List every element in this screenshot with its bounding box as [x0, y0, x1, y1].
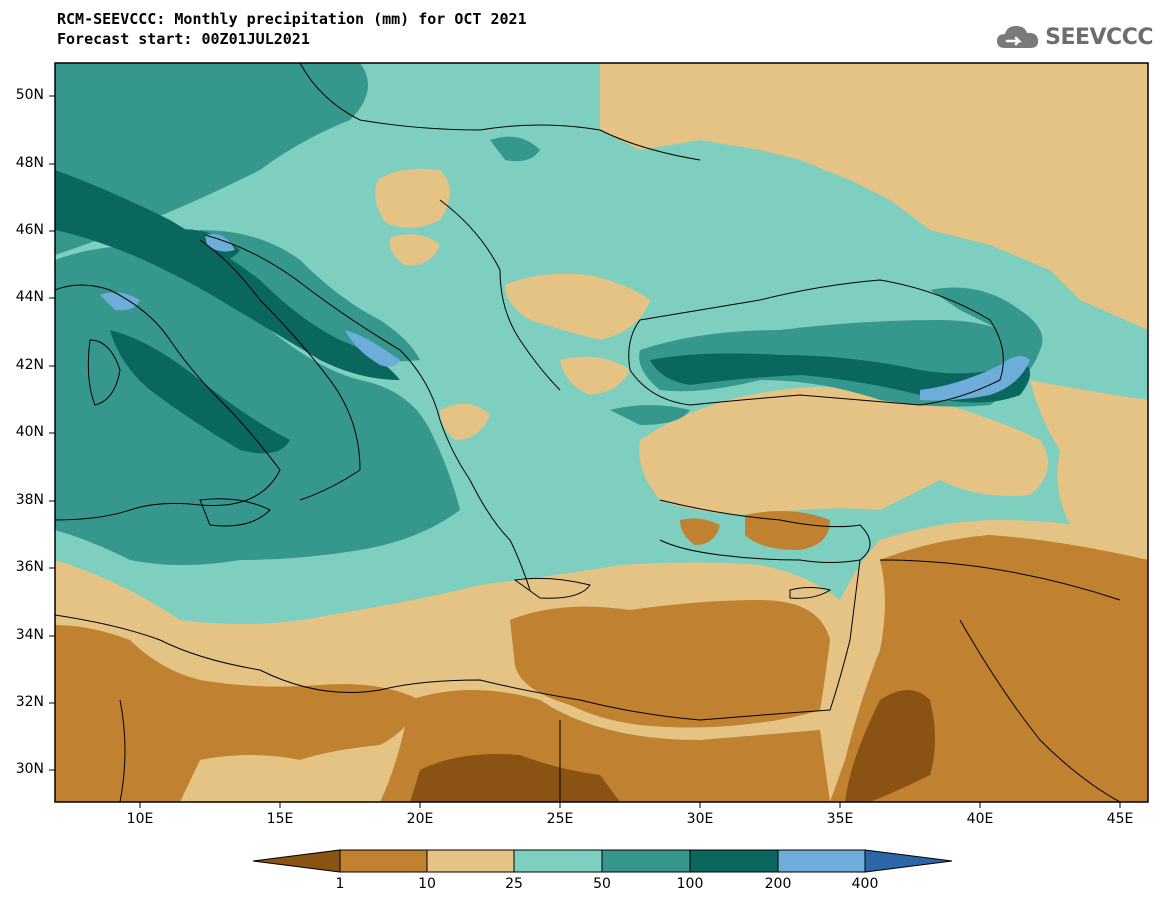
colorbar [252, 849, 953, 873]
field-200-400 [100, 292, 140, 311]
colorbar-label: 1 [335, 876, 345, 892]
colorbar-label: 10 [418, 876, 436, 892]
field-10-25 [375, 168, 450, 229]
field-100-200 [55, 170, 400, 380]
crete [513, 577, 591, 599]
field-50-100 [610, 405, 690, 425]
coastlines [55, 63, 1121, 802]
field-below-1 [410, 754, 620, 802]
field-10-25 [560, 356, 630, 395]
lon-label: 45E [1106, 811, 1134, 827]
lon-label: 10E [126, 811, 154, 827]
field-1-10 [510, 600, 830, 728]
colorbar-label: 100 [676, 876, 704, 892]
lat-label: 36N [15, 559, 44, 575]
north-africa-coast [55, 559, 861, 721]
lon-label: 40E [966, 811, 994, 827]
arabia-border [959, 619, 1121, 802]
colorbar-segment-above-400 [864, 849, 953, 873]
field-10-25 [505, 273, 650, 340]
lat-label: 34N [15, 627, 44, 643]
field-10-25 [389, 234, 440, 266]
axis-ticks [49, 95, 1121, 808]
colorbar-segment-100-200 [689, 849, 779, 873]
forecast-start-label: Forecast start: 00Z01JUL2021 [57, 30, 310, 48]
colorbar-label: 200 [764, 876, 792, 892]
italy-east-coast [199, 239, 361, 501]
lat-label: 48N [15, 155, 44, 171]
colorbar-segment-1-10 [339, 849, 428, 873]
lat-label: 46N [15, 222, 44, 238]
field-1-10 [745, 511, 830, 550]
field-10-25 [1030, 380, 1148, 560]
cyprus [789, 587, 832, 599]
field-10-25 [639, 386, 1048, 515]
algeria-libya-border [119, 699, 126, 802]
colorbar-segment-50-100 [601, 849, 691, 873]
lon-label: 30E [686, 811, 714, 827]
lon-label: 15E [266, 811, 294, 827]
turkey-south-coast [659, 499, 871, 563]
black-sea-coast [628, 279, 1004, 406]
italy-west-coast [55, 284, 281, 521]
lat-label: 42N [15, 357, 44, 373]
lon-label: 35E [826, 811, 854, 827]
field-10-25 [440, 403, 490, 440]
precipitation-field [55, 63, 1148, 802]
colorbar-label: 400 [851, 876, 879, 892]
lon-label: 20E [406, 811, 434, 827]
colorbar-segment-below-1 [252, 849, 341, 873]
lon-label: 25E [546, 811, 574, 827]
corsica-sardinia [87, 339, 121, 406]
lat-label: 44N [15, 289, 44, 305]
lat-label: 50N [15, 87, 44, 103]
inner-border [439, 199, 561, 391]
seevccc-logo: SEEVCCC [995, 22, 1153, 52]
lat-label: 30N [15, 761, 44, 777]
field-10-25 [600, 63, 1148, 330]
field-below-1 [845, 690, 935, 802]
lat-label: 38N [15, 492, 44, 508]
colorbar-label: 25 [505, 876, 523, 892]
northern-border [299, 63, 701, 161]
field-1-10 [55, 625, 420, 802]
colorbar-segment-25-50 [513, 849, 603, 873]
field-200-400 [345, 330, 400, 367]
cloud-icon [997, 26, 1039, 48]
field-100-200 [170, 229, 240, 262]
levant-border [879, 559, 1121, 601]
field-200-400 [205, 234, 235, 252]
colorbar-segment-10-25 [426, 849, 515, 873]
map-title: RCM-SEEVCCC: Monthly precipitation (mm) … [57, 10, 527, 28]
colorbar-segment-200-400 [777, 849, 866, 873]
balkan-coast [204, 234, 531, 591]
logo-text: SEEVCCC [1045, 24, 1153, 50]
sicily [199, 498, 271, 527]
colorbar-label: 50 [593, 876, 611, 892]
field-50-100 [490, 136, 540, 162]
field-50-100 [55, 246, 460, 565]
field-100-200 [110, 330, 290, 454]
lat-label: 32N [15, 694, 44, 710]
field-1-10 [680, 518, 720, 545]
lat-label: 40N [15, 424, 44, 440]
